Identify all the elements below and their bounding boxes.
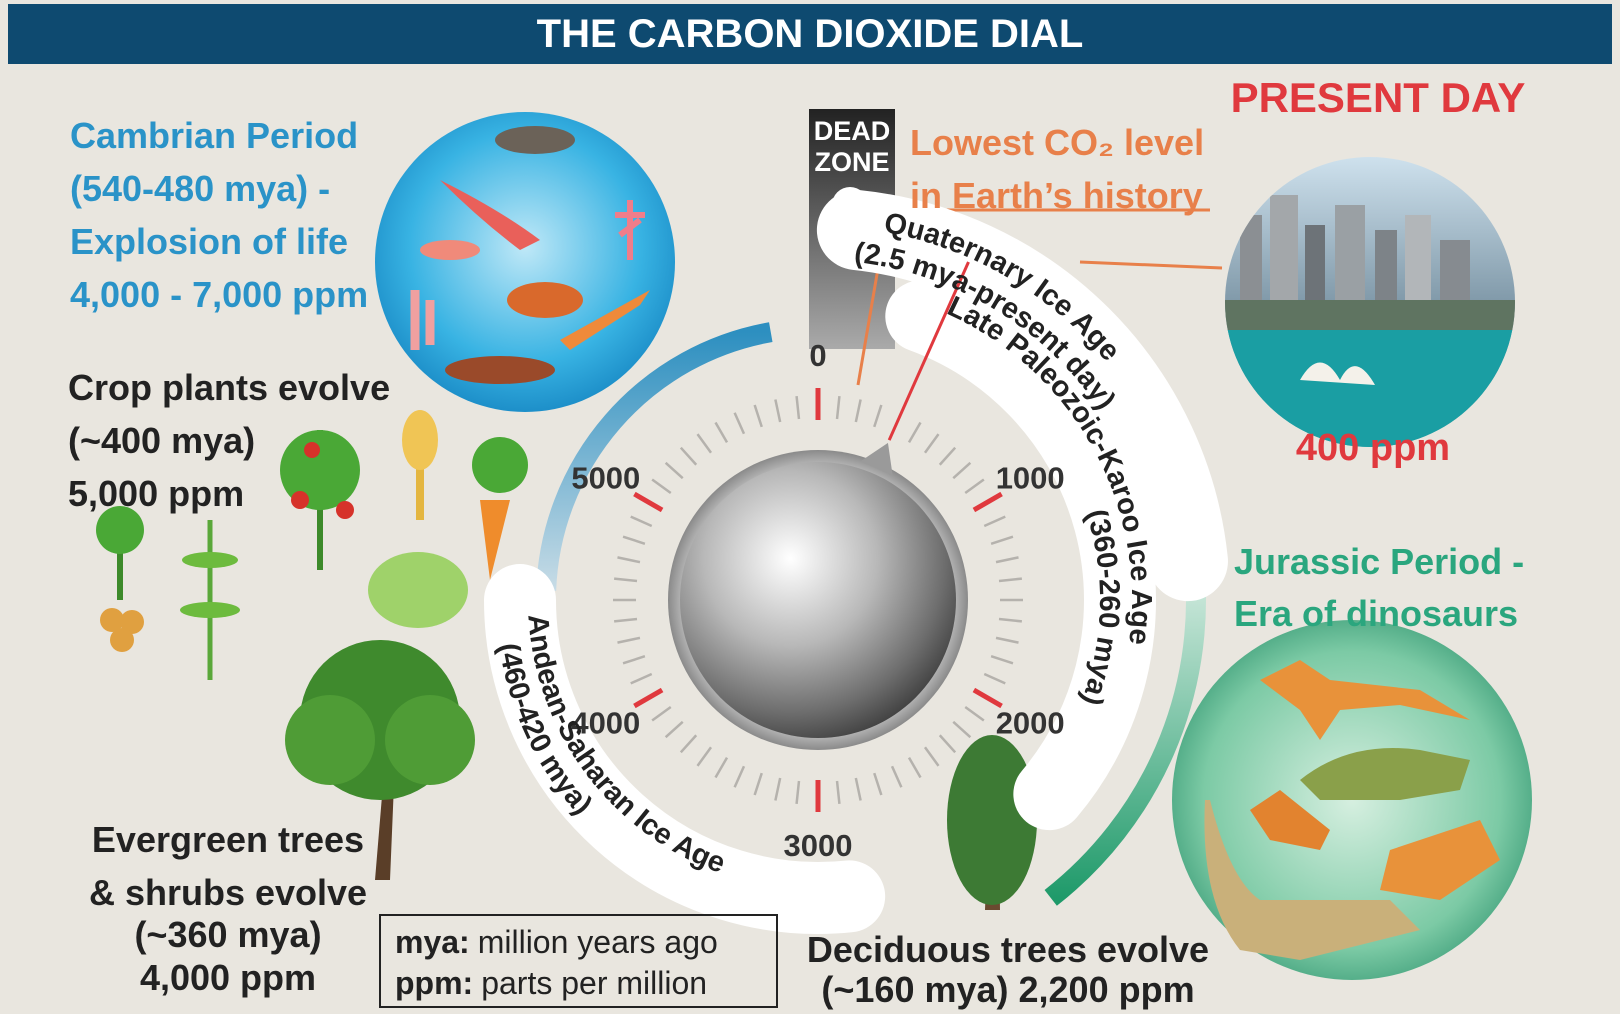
legend-term: mya: bbox=[395, 924, 470, 960]
legend-definition: million years ago bbox=[478, 924, 718, 960]
dial-label: 5000 bbox=[571, 461, 640, 496]
lowest-text: Lowest CO₂ level bbox=[910, 122, 1204, 163]
jurassic-illustration bbox=[1172, 620, 1532, 980]
text-line: Explosion of life bbox=[70, 221, 348, 262]
knob bbox=[680, 462, 956, 738]
text-line: 4,000 - 7,000 ppm bbox=[70, 274, 368, 315]
text-line: & shrubs evolve bbox=[89, 872, 367, 913]
jurassic-text: Jurassic Period - bbox=[1234, 541, 1524, 582]
deciduous-text: (~160 mya) 2,200 ppm bbox=[821, 969, 1194, 1010]
text-line: (540-480 mya) - bbox=[70, 168, 330, 209]
text-line: 4,000 ppm bbox=[140, 957, 316, 998]
dial-label: 2000 bbox=[996, 706, 1065, 741]
dial-label: 1000 bbox=[996, 461, 1065, 496]
text-line: Cambrian Period bbox=[70, 115, 358, 156]
legend-entry: ppm:parts per million bbox=[395, 965, 707, 1001]
dial-label: 0 bbox=[809, 338, 826, 373]
legend-entry: mya:million years ago bbox=[395, 924, 718, 960]
deciduous-text: Deciduous trees evolve bbox=[807, 929, 1209, 970]
present-day-ppm: 400 ppm bbox=[1296, 427, 1450, 469]
legend-term: ppm: bbox=[395, 965, 473, 1001]
title: THE CARBON DIOXIDE DIAL bbox=[537, 12, 1084, 56]
text-line: Crop plants evolve bbox=[68, 367, 390, 408]
dead-zone-label: DEAD bbox=[814, 116, 891, 146]
dial-label: 3000 bbox=[784, 828, 853, 863]
dead-zone-label: ZONE bbox=[814, 147, 889, 177]
jurassic-text: Era of dinosaurs bbox=[1234, 593, 1518, 634]
page: THE CARBON DIOXIDE DIAL bbox=[0, 0, 1620, 1014]
legend-definition: parts per million bbox=[481, 965, 707, 1001]
text-line: (~400 mya) bbox=[68, 420, 255, 461]
text-line: Evergreen trees bbox=[92, 819, 364, 860]
text-line: 5,000 ppm bbox=[68, 473, 244, 514]
present-day-title: PRESENT DAY bbox=[1231, 74, 1526, 121]
infographic: THE CARBON DIOXIDE DIAL bbox=[0, 0, 1620, 1014]
lowest-text: in Earth’s history bbox=[910, 175, 1203, 216]
text-line: (~360 mya) bbox=[134, 914, 321, 955]
cambrian-illustration bbox=[375, 112, 675, 412]
